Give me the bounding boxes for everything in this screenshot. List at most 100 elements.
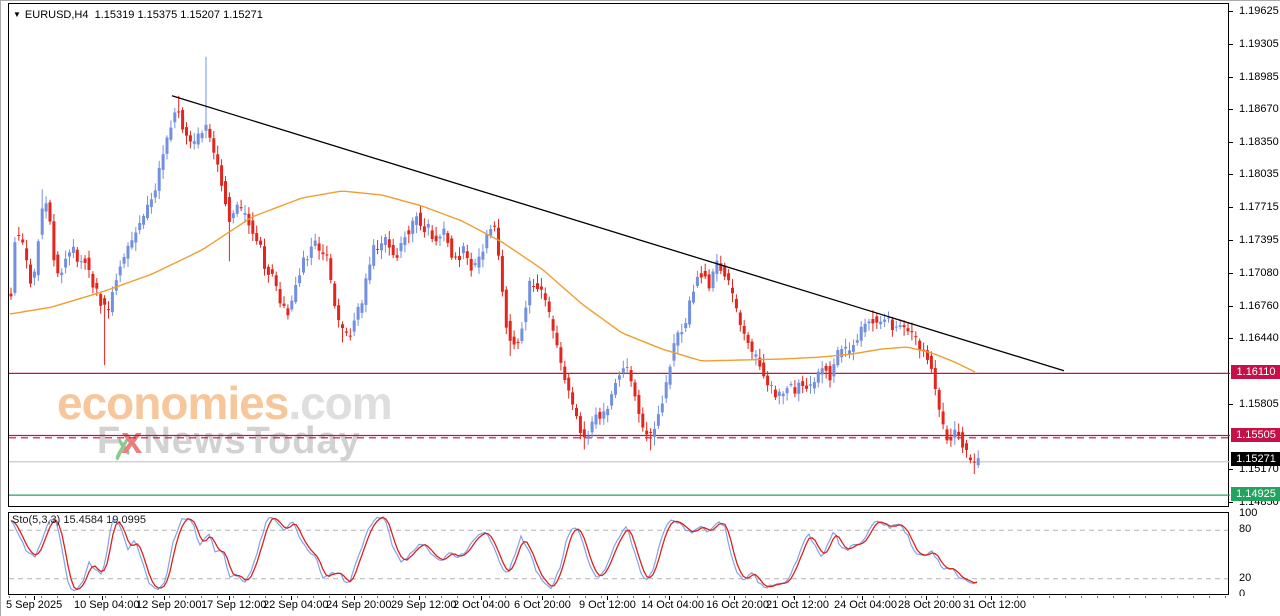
candlestick-chart-canvas[interactable]	[9, 4, 1230, 508]
time-tick	[354, 596, 355, 600]
time-minor-tick	[361, 596, 362, 598]
time-minor-tick	[217, 596, 218, 598]
time-minor-tick	[441, 596, 442, 598]
watermark-tagline-rest: NewsToday	[143, 420, 361, 462]
time-minor-tick	[985, 596, 986, 598]
time-minor-tick	[1001, 596, 1002, 598]
price-label: 1.18985	[1239, 71, 1279, 83]
price-axis[interactable]: 1.19625 1.19305 1.18985 1.18670 1.18350 1.180…	[1229, 1, 1280, 616]
time-minor-tick	[105, 596, 106, 598]
time-minor-tick	[169, 596, 170, 598]
time-minor-tick	[1161, 596, 1162, 598]
time-minor-tick	[841, 596, 842, 598]
time-minor-tick	[473, 596, 474, 598]
time-minor-tick	[457, 596, 458, 598]
time-minor-tick	[1097, 596, 1098, 598]
time-minor-tick	[697, 596, 698, 598]
time-label: 12 Sep 20:00	[136, 599, 202, 611]
time-label: 21 Oct 12:00	[766, 599, 829, 611]
price-tick	[1229, 44, 1233, 45]
time-minor-tick	[1145, 596, 1146, 598]
time-minor-tick	[281, 596, 282, 598]
price-tick	[1229, 142, 1233, 143]
stoch-scale-label: 20	[1239, 572, 1252, 584]
watermark-brand: economies.com	[57, 376, 393, 430]
watermark-brand-suffix: .com	[288, 377, 392, 429]
time-label: 16 Oct 20:00	[706, 599, 769, 611]
time-minor-tick	[249, 596, 250, 598]
time-minor-tick	[489, 596, 490, 598]
time-minor-tick	[1209, 596, 1210, 598]
time-minor-tick	[1081, 596, 1082, 598]
time-label: 9 Oct 12:00	[579, 599, 636, 611]
time-minor-tick	[601, 596, 602, 598]
time-minor-tick	[57, 596, 58, 598]
price-tick	[1229, 306, 1233, 307]
time-tick	[481, 596, 482, 600]
price-tick	[1229, 502, 1233, 503]
price-tick	[1229, 240, 1233, 241]
chart-title-quotes: 1.15319 1.15375 1.15207 1.15271	[94, 9, 263, 21]
time-tick	[34, 596, 35, 600]
price-badge: 1.15505	[1231, 428, 1280, 442]
price-badge: 1.14925	[1231, 487, 1280, 501]
time-minor-tick	[265, 596, 266, 598]
price-label: 1.18350	[1239, 136, 1279, 148]
time-minor-tick	[233, 596, 234, 598]
time-tick	[607, 596, 608, 600]
time-minor-tick	[537, 596, 538, 598]
time-minor-tick	[969, 596, 970, 598]
time-label: 10 Sep 04:00	[74, 599, 140, 611]
watermark-brand-main: economies	[57, 377, 289, 429]
time-tick	[734, 596, 735, 600]
time-tick	[926, 596, 927, 600]
time-minor-tick	[1193, 596, 1194, 598]
time-minor-tick	[297, 596, 298, 598]
time-minor-tick	[937, 596, 938, 598]
time-label: 29 Sep 12:00	[391, 599, 457, 611]
time-minor-tick	[825, 596, 826, 598]
time-minor-tick	[1129, 596, 1130, 598]
price-label: 1.19305	[1239, 38, 1279, 50]
time-label: 17 Sep 12:00	[201, 599, 267, 611]
watermark-tagline-x: x	[121, 420, 144, 462]
price-tick	[1229, 273, 1233, 274]
price-tick	[1229, 404, 1233, 405]
price-label: 1.16440	[1239, 332, 1279, 344]
stochastic-canvas[interactable]	[9, 513, 1228, 594]
time-minor-tick	[137, 596, 138, 598]
stoch-scale-label: 0	[1239, 588, 1246, 600]
time-minor-tick	[585, 596, 586, 598]
time-minor-tick	[729, 596, 730, 598]
stoch-scale-label: 100	[1239, 507, 1258, 519]
stochastic-panel[interactable]: Sto(5,3,3) 15.4584 19.0995	[8, 512, 1229, 595]
time-minor-tick	[377, 596, 378, 598]
price-badge: 1.16110	[1231, 365, 1280, 379]
main-price-chart[interactable]: economies.com ✗ FxNewsToday ▼ EURUSD,H4 1…	[8, 3, 1230, 508]
time-minor-tick	[681, 596, 682, 598]
time-minor-tick	[617, 596, 618, 598]
time-minor-tick	[857, 596, 858, 598]
time-axis[interactable]: 5 Sep 2025 10 Sep 04:00 12 Sep 20:00 17 Sep…	[1, 596, 1280, 616]
time-minor-tick	[409, 596, 410, 598]
time-tick	[229, 596, 230, 600]
price-label: 1.15805	[1239, 398, 1279, 410]
time-minor-tick	[713, 596, 714, 598]
time-label: 14 Oct 04:00	[641, 599, 704, 611]
time-minor-tick	[25, 596, 26, 598]
time-label: 2 Oct 04:00	[453, 599, 510, 611]
time-minor-tick	[393, 596, 394, 598]
price-tick	[1229, 109, 1233, 110]
price-label: 1.19625	[1239, 5, 1279, 17]
time-tick	[794, 596, 795, 600]
chevron-down-icon: ▼	[13, 10, 21, 19]
watermark-tagline-f: F	[97, 420, 122, 462]
time-minor-tick	[505, 596, 506, 598]
time-minor-tick	[761, 596, 762, 598]
time-tick	[991, 596, 992, 600]
price-tick	[1229, 338, 1233, 339]
time-minor-tick	[777, 596, 778, 598]
time-label: 5 Sep 2025	[6, 599, 63, 611]
chart-title-symbol: EURUSD,H4	[24, 9, 89, 21]
time-minor-tick	[793, 596, 794, 598]
